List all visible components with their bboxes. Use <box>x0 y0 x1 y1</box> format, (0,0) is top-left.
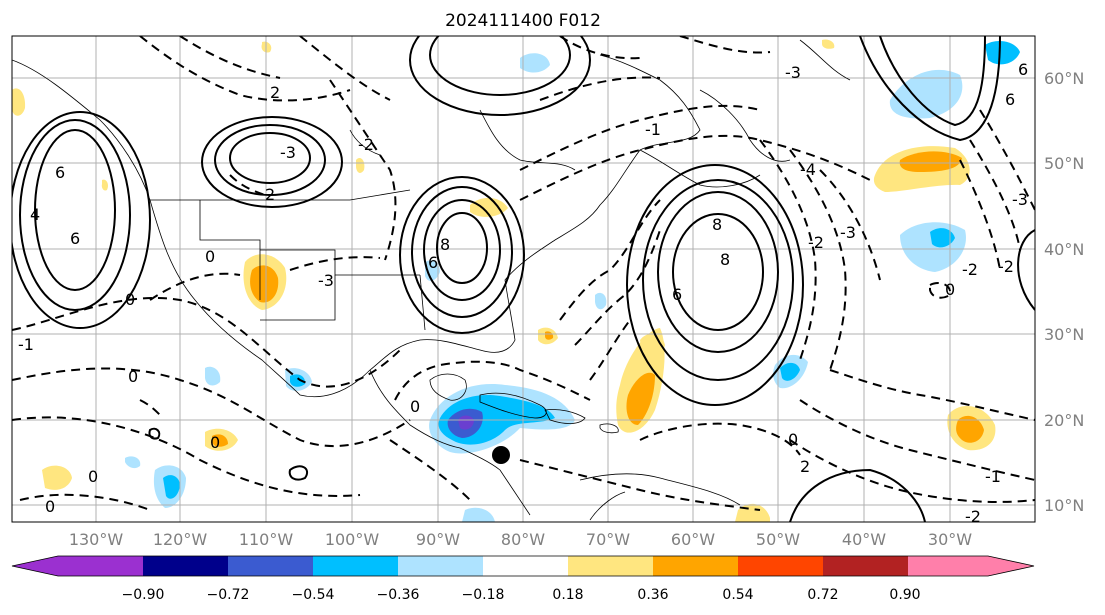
contour-label: -2 <box>965 507 981 526</box>
colorbar-tick: −0.72 <box>207 587 250 603</box>
lon-label: 80°W <box>501 530 545 549</box>
contour-label: 0 <box>45 497 55 516</box>
map-panel: 6 4 6 0 -3 2 2 0 -3 8 6 8 8 6 -3 -4 -2 0… <box>12 36 1035 526</box>
contour-label: 6 <box>672 285 682 304</box>
contour-label: 0 <box>945 280 955 299</box>
colorbar-segment <box>58 556 143 576</box>
colorbar-segment <box>653 556 738 576</box>
lat-label: 60°N <box>1044 69 1084 88</box>
colorbar-tick: −0.54 <box>292 587 335 603</box>
latitude-labels: 60°N 50°N 40°N 30°N 20°N 10°N <box>1044 69 1084 515</box>
contour-label: 4 <box>30 205 40 224</box>
colorbar-tick: 0.90 <box>889 587 920 603</box>
colorbar-segment <box>228 556 313 576</box>
contour-label: 0 <box>128 367 138 386</box>
contour-label: 8 <box>440 235 450 254</box>
contour-label: -3 <box>785 63 801 82</box>
lon-label: 40°W <box>842 530 886 549</box>
longitude-labels: 130°W 120°W 110°W 100°W 90°W 80°W 70°W 6… <box>69 530 972 549</box>
contour-label: 6 <box>70 229 80 248</box>
contour-label: 0 <box>88 467 98 486</box>
contour-label: 0 <box>410 397 420 416</box>
contour-label: -1 <box>645 120 661 139</box>
contour-label: 2 <box>265 185 275 204</box>
contour-label: -3 <box>318 271 334 290</box>
lon-label: 90°W <box>416 530 460 549</box>
colorbar-segment <box>313 556 398 576</box>
lon-label: 130°W <box>69 530 124 549</box>
contour-label: -2 <box>962 260 978 279</box>
shading-layer <box>12 39 1020 522</box>
lat-label: 40°N <box>1044 240 1084 259</box>
lat-label: 20°N <box>1044 411 1084 430</box>
contour-label: -3 <box>1012 190 1028 209</box>
colorbar-tick: 0.54 <box>722 587 753 603</box>
colorbar-segment <box>143 556 228 576</box>
lon-label: 50°W <box>756 530 800 549</box>
contour-label: 0 <box>788 430 798 449</box>
contour-label: 6 <box>428 253 438 272</box>
contour-label: 6 <box>1005 90 1015 109</box>
colorbar-segment-max <box>988 556 1034 576</box>
map-title: 2024111400 F012 <box>445 11 601 31</box>
colorbar-tick: −0.36 <box>377 587 420 603</box>
contour-label: 8 <box>712 215 722 234</box>
dashed-contours <box>12 36 1035 511</box>
contour-label: 6 <box>55 163 65 182</box>
map-frame <box>11 35 1036 523</box>
contour-label: 0 <box>125 290 135 309</box>
contour-label: 6 <box>1018 60 1028 79</box>
storm-center-marker <box>492 446 510 464</box>
contour-label: 2 <box>270 83 280 102</box>
contour-label: -3 <box>280 143 296 162</box>
colorbar-tick: 0.18 <box>552 587 583 603</box>
colorbar-segment <box>908 556 988 576</box>
contour-label: -2 <box>358 135 374 154</box>
contour-labels: 6 4 6 0 -3 2 2 0 -3 8 6 8 8 6 -3 -4 -2 0… <box>18 60 1028 526</box>
colorbar-segment-min <box>12 556 58 576</box>
lon-label: 70°W <box>586 530 630 549</box>
contour-label: 8 <box>720 250 730 269</box>
colorbar-segment <box>483 556 568 576</box>
lat-label: 10°N <box>1044 496 1084 515</box>
contour-label: -3 <box>840 223 856 242</box>
contour-label: -1 <box>985 467 1001 486</box>
contour-label: -2 <box>808 233 824 252</box>
colorbar: −0.90 −0.72 −0.54 −0.36 −0.18 0.18 0.36 … <box>11 555 1035 603</box>
contour-label: -2 <box>998 257 1014 276</box>
lon-label: 110°W <box>239 530 294 549</box>
lon-label: 120°W <box>153 530 208 549</box>
colorbar-segment <box>823 556 908 576</box>
contour-label: 0 <box>205 247 215 266</box>
colorbar-tick: 0.36 <box>637 587 668 603</box>
colorbar-tick: −0.18 <box>462 587 505 603</box>
contour-label: 2 <box>800 457 810 476</box>
colorbar-segment <box>568 556 653 576</box>
coastlines <box>12 39 851 521</box>
lon-label: 100°W <box>325 530 380 549</box>
lat-label: 30°N <box>1044 325 1084 344</box>
lon-label: 60°W <box>671 530 715 549</box>
colorbar-segment <box>738 556 823 576</box>
lon-label: 30°W <box>928 530 972 549</box>
colorbar-tick: 0.72 <box>807 587 838 603</box>
contour-label: -1 <box>18 335 34 354</box>
contour-label: 0 <box>210 433 220 452</box>
colorbar-tick: −0.90 <box>122 587 165 603</box>
colorbar-segment <box>398 556 483 576</box>
solid-contours <box>12 36 1035 522</box>
contour-label: -4 <box>800 160 816 179</box>
lat-label: 50°N <box>1044 154 1084 173</box>
